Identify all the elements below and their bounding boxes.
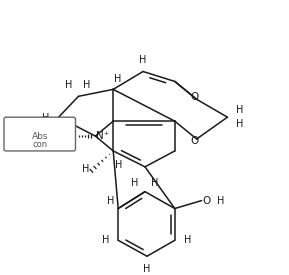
Text: O: O: [190, 92, 199, 102]
Text: H: H: [116, 160, 123, 170]
Text: O: O: [190, 136, 199, 146]
Text: H: H: [58, 125, 65, 135]
Text: H: H: [143, 264, 151, 274]
Text: H: H: [236, 105, 243, 115]
Text: O: O: [202, 196, 211, 206]
Text: Abs: Abs: [32, 132, 48, 141]
Text: N⁺: N⁺: [96, 131, 109, 141]
Text: H: H: [102, 235, 109, 245]
Text: H: H: [114, 75, 122, 84]
Text: H: H: [65, 80, 72, 90]
Text: H: H: [184, 235, 191, 245]
Text: con: con: [32, 140, 47, 149]
Text: H: H: [217, 196, 224, 206]
Text: H: H: [131, 178, 139, 188]
Text: H: H: [42, 113, 49, 123]
Text: H: H: [83, 80, 90, 90]
Text: H: H: [139, 54, 147, 65]
Text: H: H: [82, 164, 89, 174]
FancyBboxPatch shape: [4, 117, 75, 151]
Text: H: H: [236, 119, 243, 129]
Text: H: H: [107, 196, 114, 206]
Text: H: H: [151, 178, 159, 188]
